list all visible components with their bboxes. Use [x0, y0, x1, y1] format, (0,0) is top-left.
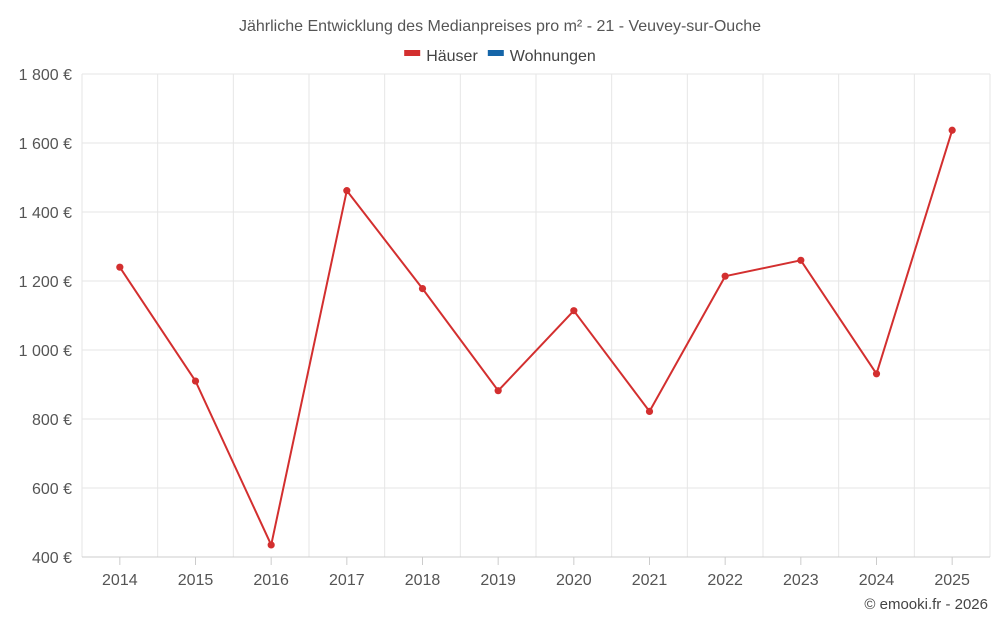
y-tick-label: 1 200 € — [19, 274, 72, 291]
y-tick-label: 400 € — [32, 550, 72, 567]
data-point — [645, 407, 654, 416]
credit-text: © emooki.fr - 2026 — [864, 596, 988, 613]
y-tick-label: 600 € — [32, 481, 72, 498]
y-tick-label: 1 600 € — [19, 136, 72, 153]
x-tick-label: 2014 — [102, 572, 138, 589]
data-point — [872, 370, 881, 378]
x-tick-label: 2019 — [480, 572, 516, 589]
y-tick-label: 1 800 € — [19, 67, 72, 84]
legend: Häuser Wohnungen — [404, 48, 596, 65]
series-layer — [116, 126, 956, 549]
x-tick-label: 2023 — [783, 572, 819, 589]
x-tick-label: 2016 — [253, 572, 289, 589]
data-point — [267, 541, 275, 549]
y-tick-label: 1 000 € — [19, 343, 72, 360]
data-point — [570, 307, 578, 315]
x-tick-label: 2021 — [632, 572, 668, 589]
data-point — [116, 263, 124, 271]
legend-label: Wohnungen — [510, 48, 596, 65]
legend-item-0[interactable]: Häuser — [404, 48, 478, 65]
x-tick-label: 2017 — [329, 572, 365, 589]
data-point — [721, 272, 729, 280]
x-tick-label: 2020 — [556, 572, 592, 589]
x-tick-label: 2025 — [934, 572, 970, 589]
x-axis: 2014 2015 2016 2017 2018 2019 2020 2021 2022 2023… — [82, 556, 990, 589]
legend-label: Häuser — [426, 48, 478, 65]
data-point — [191, 377, 200, 385]
series-line-0 — [118, 129, 954, 546]
data-point — [797, 256, 805, 264]
legend-item-1[interactable]: Wohnungen — [487, 48, 596, 65]
data-point — [494, 387, 502, 395]
legend-swatch — [487, 50, 504, 56]
x-tick-label: 2018 — [405, 572, 441, 589]
data-point — [948, 126, 956, 134]
y-tick-label: 1 400 € — [19, 205, 72, 222]
legend-swatch — [404, 50, 421, 56]
y-axis: 400 € 600 € 800 € 1 000 € 1 200 € 1 400 € 1 60… — [19, 67, 72, 567]
x-tick-label: 2015 — [178, 572, 214, 589]
data-point — [418, 284, 427, 293]
grid — [81, 73, 991, 558]
y-tick-label: 800 € — [32, 412, 72, 429]
x-tick-label: 2024 — [859, 572, 895, 589]
chart-title: Jährliche Entwicklung des Medianpreises … — [239, 18, 761, 35]
x-tick-label: 2022 — [707, 572, 743, 589]
data-point — [343, 187, 351, 195]
